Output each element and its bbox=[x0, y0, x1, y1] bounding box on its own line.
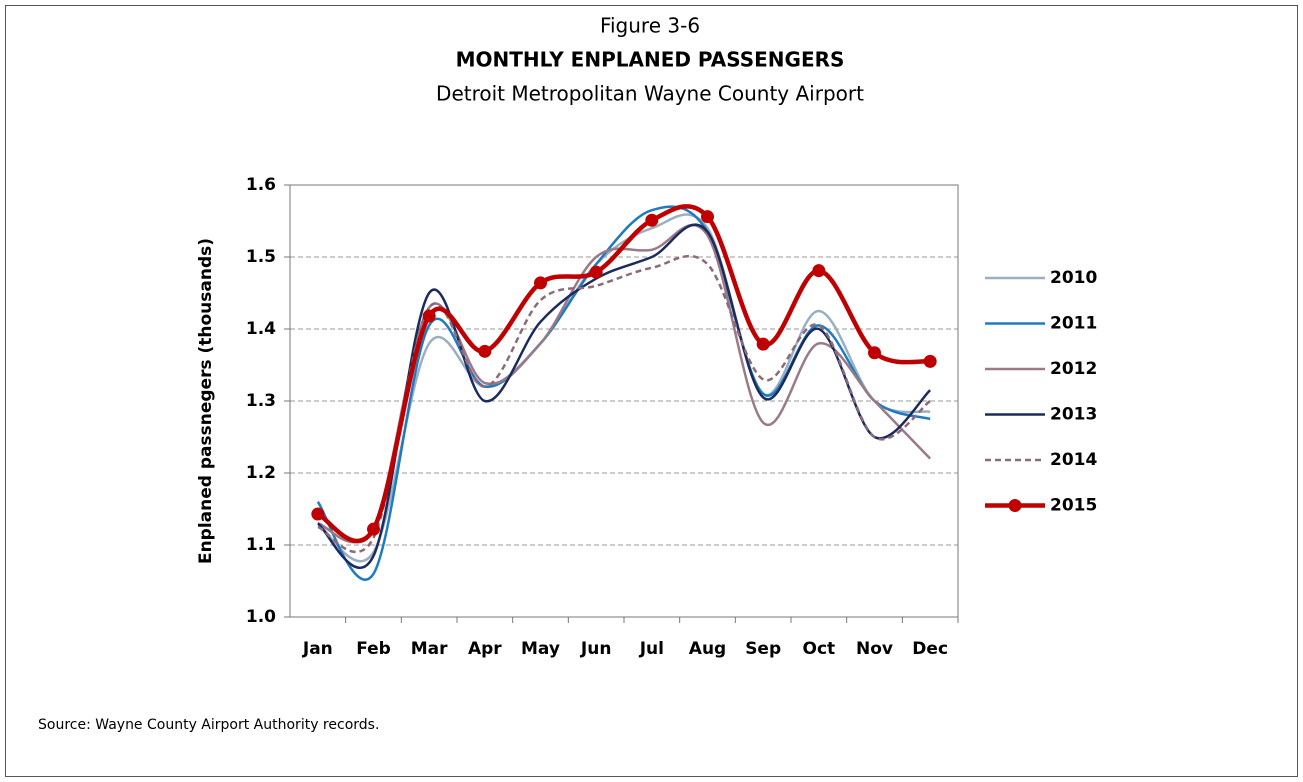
x-tick-label: Jun bbox=[580, 639, 612, 659]
legend-label: 2011 bbox=[1050, 314, 1097, 334]
point bbox=[422, 309, 436, 323]
x-tick-label: Mar bbox=[411, 639, 448, 659]
legend-label: 2015 bbox=[1050, 496, 1097, 516]
legend-label: 2013 bbox=[1050, 405, 1097, 425]
point bbox=[478, 344, 492, 358]
legend-label: 2010 bbox=[1050, 268, 1097, 288]
x-tick-label: Oct bbox=[803, 639, 836, 659]
legend-label: 2014 bbox=[1050, 450, 1097, 470]
frame bbox=[5, 5, 1298, 777]
x-tick-label: Feb bbox=[356, 639, 391, 659]
chart-subtitle: Detroit Metropolitan Wayne County Airpor… bbox=[436, 82, 864, 106]
point bbox=[923, 354, 937, 368]
point bbox=[701, 210, 714, 224]
x-tick-label: Sep bbox=[745, 639, 781, 659]
legend-label: 2012 bbox=[1050, 359, 1097, 379]
x-tick-label: Jan bbox=[302, 639, 333, 659]
point bbox=[645, 213, 659, 227]
point bbox=[534, 276, 547, 290]
point bbox=[367, 522, 380, 536]
point bbox=[589, 265, 603, 279]
x-tick-label: Dec bbox=[912, 639, 948, 659]
y-tick-label: 1.3 bbox=[246, 391, 276, 411]
y-axis-label: Enplaned passnegers (thousands) bbox=[196, 238, 216, 564]
y-tick-label: 1.6 bbox=[246, 175, 276, 195]
chart-title: MONTHLY ENPLANED PASSENGERS bbox=[456, 48, 845, 72]
y-tick-label: 1.4 bbox=[246, 319, 276, 339]
legend-marker bbox=[1008, 499, 1022, 512]
series-line bbox=[316, 205, 931, 581]
y-tick-label: 1.0 bbox=[246, 607, 276, 627]
x-tick-label: Aug bbox=[689, 639, 726, 659]
y-tick-label: 1.1 bbox=[246, 535, 276, 555]
figure-label: Figure 3-6 bbox=[600, 14, 700, 38]
x-tick-label: May bbox=[521, 639, 560, 659]
point bbox=[756, 337, 770, 351]
point bbox=[868, 346, 881, 360]
x-tick-label: Nov bbox=[856, 639, 893, 659]
point bbox=[812, 264, 826, 278]
y-tick-label: 1.5 bbox=[246, 247, 276, 267]
source-note: Source: Wayne County Airport Authority r… bbox=[38, 717, 379, 733]
x-tick-label: Jul bbox=[639, 639, 664, 659]
x-tick-label: Apr bbox=[468, 639, 502, 659]
y-tick-label: 1.2 bbox=[246, 463, 276, 483]
point bbox=[311, 507, 325, 521]
